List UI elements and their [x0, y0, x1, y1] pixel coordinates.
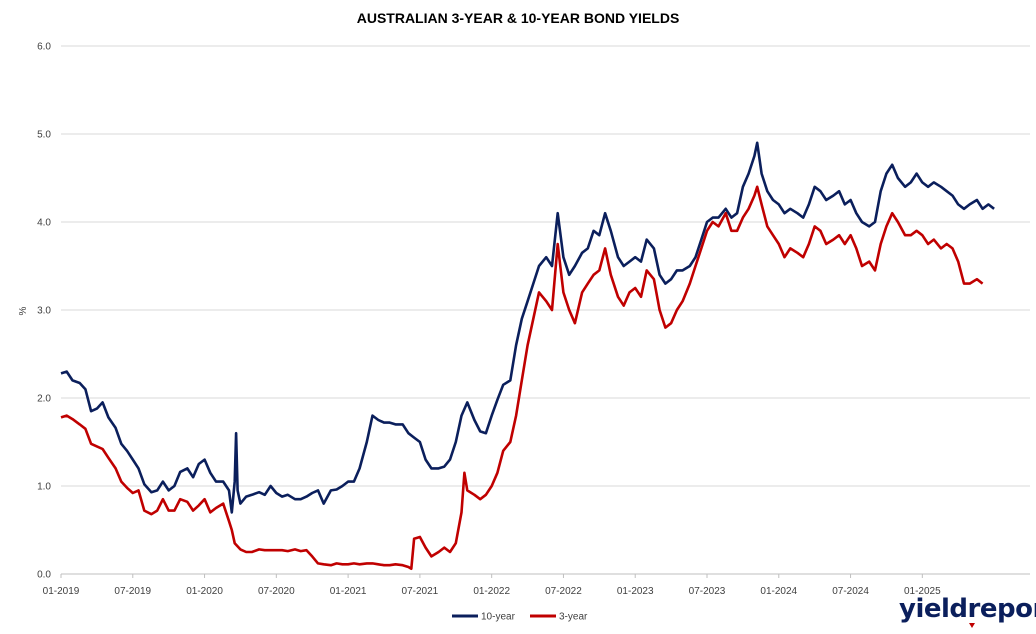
y-axis-label: % — [18, 306, 29, 315]
chart-title: AUSTRALIAN 3-YEAR & 10-YEAR BOND YIELDS — [356, 10, 680, 26]
x-tick-labels: 01-2019 07-2019 01-2020 07-2020 01-2021 07-20… — [43, 586, 941, 597]
x-tick-label: 01-2024 — [760, 586, 797, 597]
y-tick-label: 4.0 — [37, 218, 51, 229]
x-tick-label: 07-2020 — [258, 586, 295, 597]
x-tick-label: 07-2023 — [689, 586, 726, 597]
y-tick-labels: 0.0 1.0 2.0 3.0 4.0 5.0 6.0 — [37, 42, 51, 581]
y-tick-label: 5.0 — [37, 130, 51, 141]
logo-arrow-icon — [969, 623, 975, 628]
yieldreport-logo: yieldreport — [899, 594, 1036, 632]
y-tick-label: 2.0 — [37, 394, 51, 405]
legend-label-10-year: 10-year — [481, 612, 516, 623]
legend-label-3-year: 3-year — [559, 612, 588, 623]
x-tick-label: 01-2023 — [617, 586, 654, 597]
series-line-3-year — [60, 185, 984, 570]
series-line-10-year — [60, 141, 995, 514]
legend: 10-year 3-year — [452, 612, 588, 623]
y-tick-label: 0.0 — [37, 570, 51, 581]
x-tick-label: 01-2022 — [473, 586, 510, 597]
y-tick-label: 1.0 — [37, 482, 51, 493]
y-tick-label: 3.0 — [37, 306, 51, 317]
x-tick-label: 07-2024 — [832, 586, 869, 597]
y-tick-label: 6.0 — [37, 42, 51, 53]
x-tick-label: 07-2021 — [402, 586, 439, 597]
axes — [60, 573, 1030, 578]
gridlines — [61, 45, 1030, 487]
x-tick-label: 01-2019 — [43, 586, 80, 597]
x-tick-label: 07-2019 — [114, 586, 151, 597]
series-lines — [60, 141, 995, 570]
x-tick-label: 01-2025 — [904, 586, 941, 597]
x-tick-label: 01-2021 — [330, 586, 367, 597]
x-tick-label: 01-2020 — [186, 586, 223, 597]
x-tick-label: 07-2022 — [545, 586, 582, 597]
logo-text: yieldreport — [899, 594, 1036, 624]
